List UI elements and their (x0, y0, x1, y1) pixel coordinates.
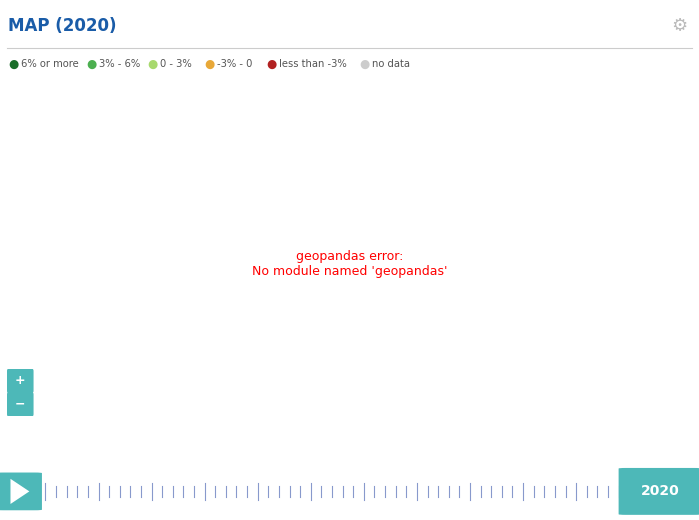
Text: ●: ● (266, 58, 277, 71)
FancyBboxPatch shape (0, 473, 42, 510)
Text: ●: ● (86, 58, 96, 71)
Polygon shape (10, 479, 29, 504)
Text: −: − (15, 398, 26, 411)
Text: ●: ● (204, 58, 215, 71)
Text: no data: no data (373, 59, 410, 70)
Text: ●: ● (147, 58, 158, 71)
Text: 3% - 6%: 3% - 6% (99, 59, 140, 70)
Text: ●: ● (8, 58, 19, 71)
Text: geopandas error:
No module named 'geopandas': geopandas error: No module named 'geopan… (252, 250, 447, 278)
Text: MAP (2020): MAP (2020) (8, 17, 117, 35)
Text: 6% or more: 6% or more (21, 59, 79, 70)
FancyBboxPatch shape (619, 468, 699, 515)
FancyBboxPatch shape (7, 369, 34, 393)
Text: ⚙: ⚙ (671, 17, 688, 35)
Text: 0 - 3%: 0 - 3% (160, 59, 192, 70)
Text: +: + (15, 374, 26, 387)
Text: less than -3%: less than -3% (279, 59, 347, 70)
Text: 2020: 2020 (640, 485, 679, 498)
Text: ●: ● (360, 58, 370, 71)
FancyBboxPatch shape (7, 392, 34, 417)
Text: -3% - 0: -3% - 0 (217, 59, 252, 70)
